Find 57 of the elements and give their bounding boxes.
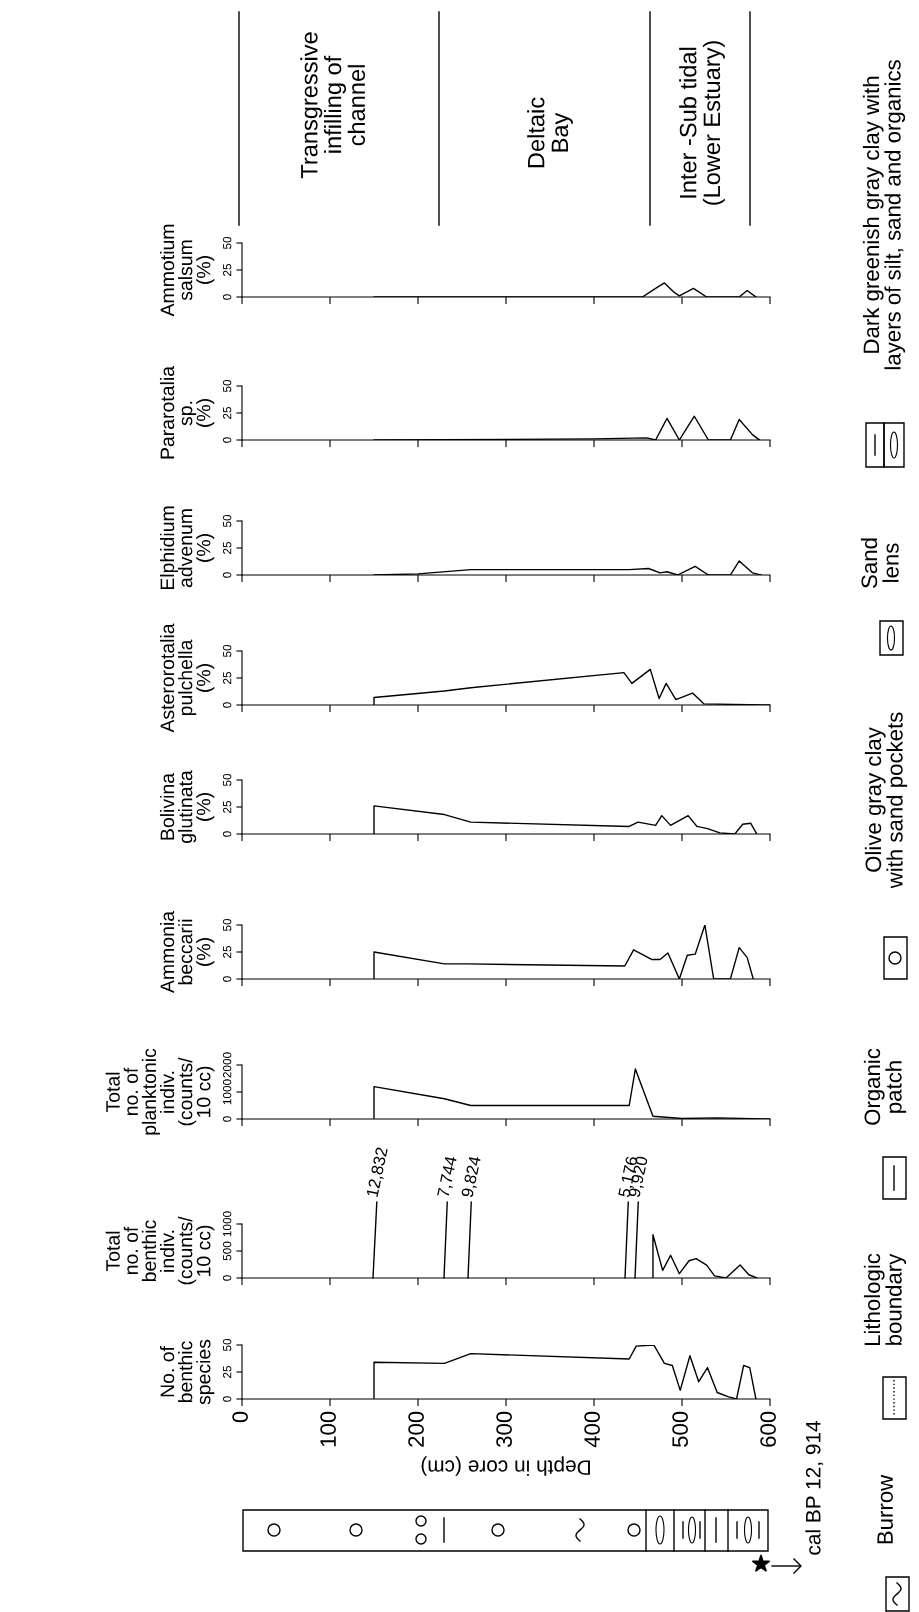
y-axis-title: Elphidium advenum (%): [159, 506, 215, 590]
text: Burrow: [877, 1474, 893, 1544]
y-tick-label: 25: [222, 263, 232, 276]
y-tick-label: 25: [222, 541, 232, 554]
y-tick-label: 0: [222, 1116, 232, 1122]
y-tick-label: 0: [222, 1275, 232, 1281]
text: 12,832: [366, 1146, 390, 1198]
y-tick-label: 25: [222, 945, 232, 958]
x-tick-label: 400: [584, 1411, 600, 1448]
x-tick-label: 200: [408, 1411, 424, 1447]
y-tick-label: 50: [222, 644, 232, 658]
text: Lithologic boundary: [863, 1253, 907, 1346]
y-axis-title: Ammonia beccarii (%): [159, 910, 215, 994]
y-tick-label: 1000: [222, 1211, 232, 1237]
y-axis-title: Total no. of benthic indiv. (counts/ 10 cc): [105, 1216, 215, 1285]
y-axis-title: Total no. of planktonic indiv. (counts/ 10 cc): [105, 1048, 215, 1135]
y-tick-label: 25: [222, 406, 232, 419]
y-tick-label: 25: [222, 1365, 232, 1378]
y-tick-label: 0: [222, 437, 232, 443]
y-tick-label: 0: [222, 702, 232, 708]
y-tick-label: 50: [222, 1338, 232, 1352]
y-tick-label: 25: [222, 800, 232, 813]
text: Sand lens: [860, 538, 899, 588]
x-axis-title: Depth in core (cm): [421, 1456, 590, 1476]
y-tick-label: 50: [222, 918, 232, 932]
x-tick-label: 100: [320, 1411, 336, 1447]
y-tick-label: 50: [222, 773, 232, 787]
y-axis-title: No. of benthic species: [159, 1339, 215, 1405]
text: Olive gray clay with sand pockets: [864, 712, 908, 889]
y-tick-label: 50: [222, 236, 232, 250]
y-tick-label: 0: [222, 294, 232, 300]
x-tick-label: 0: [232, 1411, 248, 1423]
x-tick-label: 300: [496, 1411, 512, 1448]
y-axis-title: Asterorotalia pulchella (%): [159, 623, 215, 733]
y-tick-label: 500: [222, 1241, 232, 1261]
x-tick-label: 600: [760, 1411, 776, 1447]
y-tick-label: 50: [222, 379, 232, 393]
x-tick-label: 500: [672, 1411, 688, 1447]
text: Dark greenish gray clay with layers of silt, sand and organics: [862, 60, 906, 370]
y-tick-label: 0: [222, 831, 232, 837]
text: 9,824: [460, 1155, 483, 1199]
text: Inter -Sub tidal (Lower Estuary): [679, 41, 725, 205]
text: Deltaic Bay: [527, 97, 573, 168]
y-axis-title: Bolivina glutinata (%): [159, 770, 215, 843]
y-axis-title: Ammotium salsum (%): [159, 224, 215, 317]
y-tick-label: 50: [222, 514, 232, 528]
text: Organic patch: [863, 1048, 907, 1125]
y-tick-label: 0: [222, 572, 232, 578]
y-tick-label: 25: [222, 671, 232, 684]
text: cal BP 12, 914: [805, 1421, 824, 1555]
y-tick-label: 2000: [222, 1052, 232, 1078]
y-tick-label: 1000: [222, 1079, 232, 1105]
text: 7,744: [437, 1155, 459, 1198]
y-axis-title: Pararotalia sp. (%): [159, 365, 215, 459]
y-tick-label: 0: [222, 976, 232, 982]
y-tick-label: 0: [222, 1396, 232, 1402]
text: Transgressive infilling of channel: [300, 32, 366, 179]
